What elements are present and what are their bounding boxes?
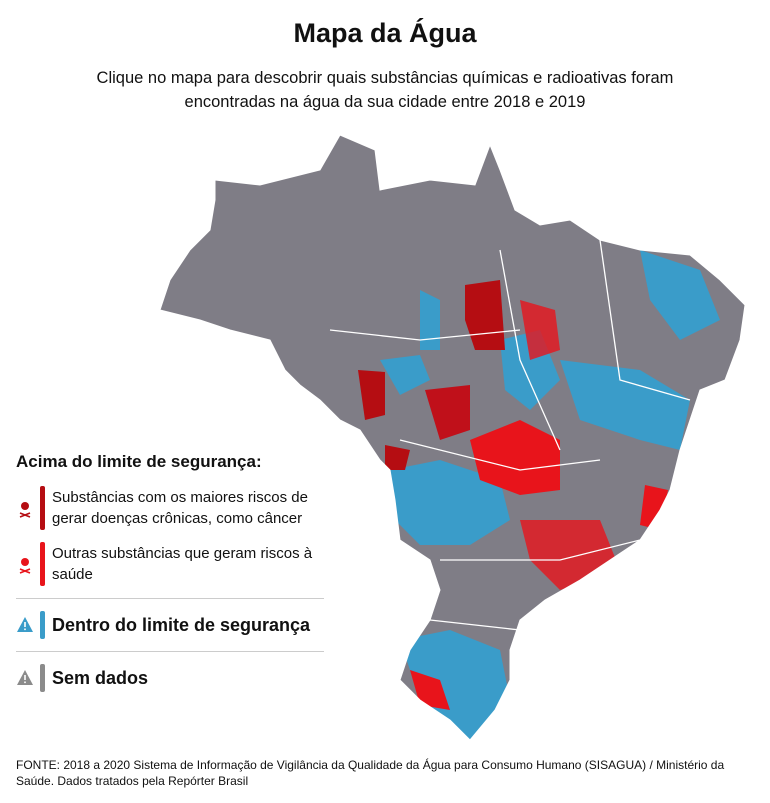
subtitle: Clique no mapa para descobrir quais subs…	[96, 69, 674, 111]
legend-label: Dentro do limite de segurança	[52, 614, 311, 635]
state-border	[329, 239, 691, 631]
separator	[16, 651, 324, 652]
legend-label: Sem dados	[52, 667, 149, 688]
high-risk-area	[385, 445, 410, 470]
legend-item: Outras substâncias que geram riscos à sa…	[16, 542, 326, 586]
legend-icon	[17, 664, 45, 692]
risk-area	[520, 300, 560, 360]
legend-icon	[19, 542, 45, 586]
legend-item: Sem dados	[16, 664, 326, 692]
risk-area	[470, 420, 560, 495]
safe-area	[400, 630, 510, 740]
safe-area	[380, 355, 430, 395]
legend-item: Dentro do limite de segurança	[16, 611, 326, 639]
source-note: FONTE: 2018 a 2020 Sistema de Informação…	[16, 758, 725, 788]
legend-heading: Acima do limite de segurança:	[16, 452, 262, 471]
safe-area	[560, 360, 690, 450]
legend-icon	[17, 611, 45, 639]
legend-icon	[19, 486, 45, 530]
separator	[16, 598, 324, 599]
legend: Acima do limite de segurança: Substância…	[16, 452, 326, 692]
safe-area	[640, 250, 720, 340]
legend-label: Outras substâncias que geram riscos à sa…	[52, 545, 313, 583]
risk-area	[640, 485, 668, 530]
legend-item: Substâncias com os maiores riscos de ger…	[16, 486, 326, 530]
risk-area	[425, 385, 470, 440]
safe-area	[390, 460, 510, 545]
high-risk-area	[358, 370, 385, 420]
legend-label: Substâncias com os maiores riscos de ger…	[52, 489, 308, 527]
brazil-map[interactable]	[0, 120, 770, 750]
safe-area	[420, 290, 440, 350]
title: Mapa da Água	[293, 18, 477, 48]
